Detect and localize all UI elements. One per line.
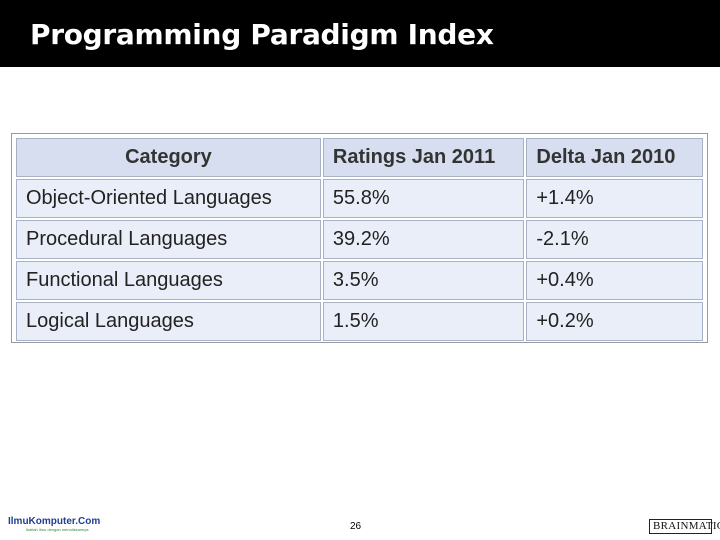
cell-rating: 3.5% (322, 261, 525, 300)
cell-rating: 39.2% (322, 220, 525, 259)
cell-category: Object-Oriented Languages (16, 179, 321, 218)
cell-category: Functional Languages (16, 261, 321, 300)
cell-category: Logical Languages (16, 302, 321, 341)
ilmukomputer-logo-text: IlmuKomputer.Com (8, 516, 101, 527)
cell-rating: 1.5% (322, 302, 525, 341)
brainmatics-logo: BRAINMATICS (649, 519, 720, 534)
cell-delta: +0.4% (526, 261, 703, 300)
ilmukomputer-logo: IlmuKomputer.Com Ikatlah ilmu dengan men… (8, 516, 101, 535)
header-ratings: Ratings Jan 2011 (322, 138, 525, 177)
header-delta: Delta Jan 2010 (526, 138, 703, 177)
cell-delta: +0.2% (526, 302, 703, 341)
paradigm-table: Category Ratings Jan 2011 Delta Jan 2010… (14, 136, 705, 343)
cell-category: Procedural Languages (16, 220, 321, 259)
page-number: 26 (350, 521, 362, 532)
title-bar: Programming Paradigm Index (0, 0, 720, 67)
paradigm-table-frame: Category Ratings Jan 2011 Delta Jan 2010… (11, 133, 708, 343)
header-category: Category (16, 138, 321, 177)
cell-delta: -2.1% (526, 220, 703, 259)
table-row: Procedural Languages 39.2% -2.1% (16, 220, 703, 259)
cell-rating: 55.8% (322, 179, 525, 218)
table-row: Functional Languages 3.5% +0.4% (16, 261, 703, 300)
table-header-row: Category Ratings Jan 2011 Delta Jan 2010 (16, 138, 703, 177)
slide-title: Programming Paradigm Index (30, 18, 494, 51)
cell-delta: +1.4% (526, 179, 703, 218)
table-row: Logical Languages 1.5% +0.2% (16, 302, 703, 341)
ilmukomputer-logo-tagline: Ikatlah ilmu dengan menuliskannya (26, 527, 89, 532)
table-row: Object-Oriented Languages 55.8% +1.4% (16, 179, 703, 218)
